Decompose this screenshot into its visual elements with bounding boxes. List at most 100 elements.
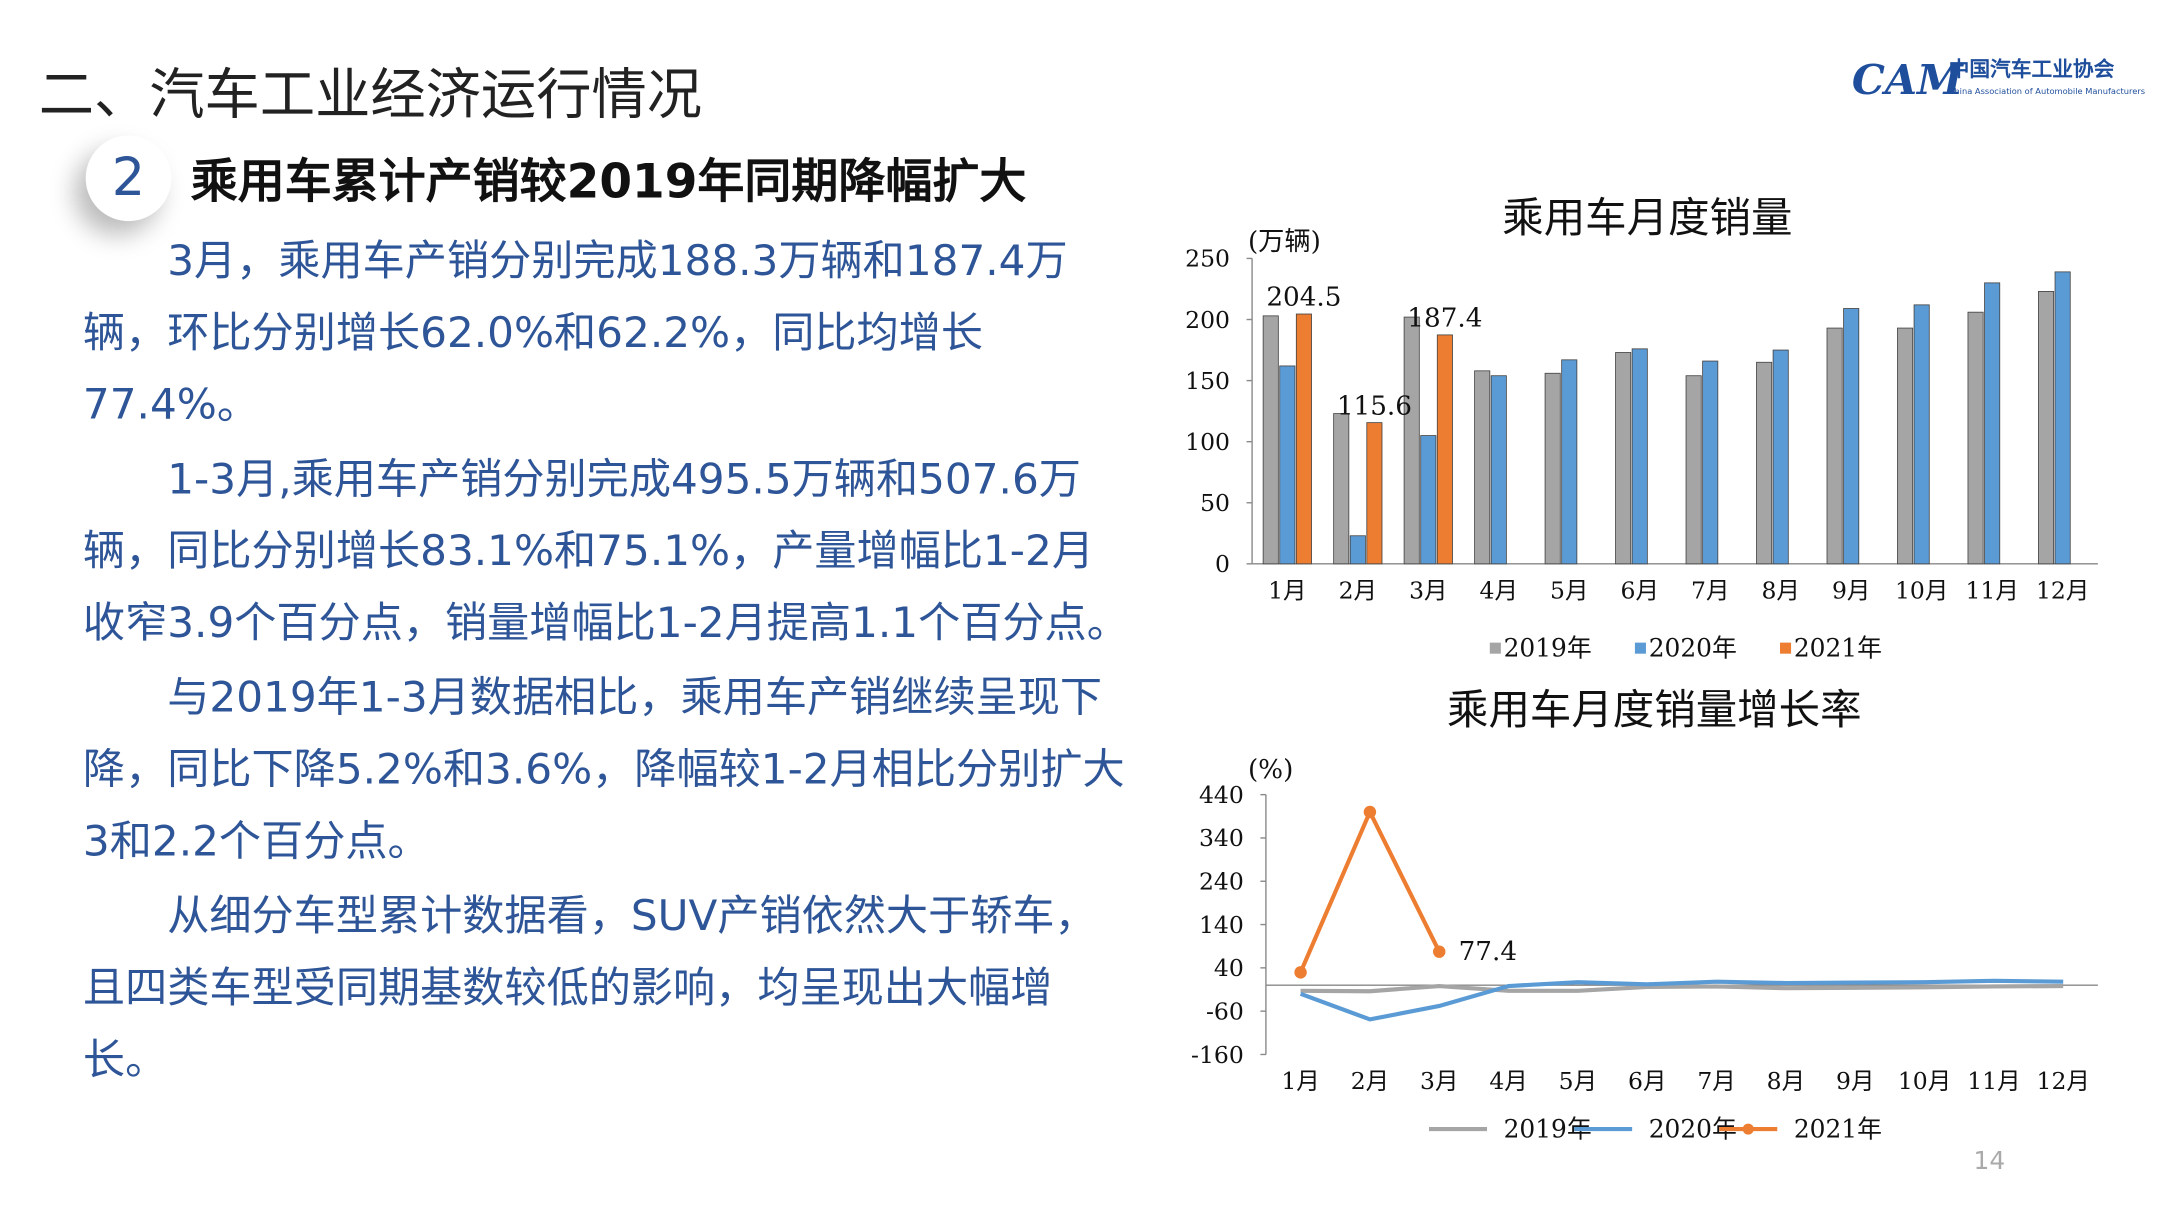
point <box>1294 966 1307 979</box>
y-tick-label: 100 <box>1185 428 1230 456</box>
bar <box>1262 315 1279 565</box>
bar <box>1984 282 2001 565</box>
x-tick-label: 4月 <box>1480 576 1518 604</box>
legend-label: 2020年 <box>1649 633 1737 662</box>
y-tick-label: -160 <box>1191 1041 1244 1069</box>
y-tick-label: 240 <box>1199 868 1244 896</box>
line-series <box>1298 807 1442 974</box>
bar <box>1826 327 1843 565</box>
x-tick-label: 8月 <box>1761 576 1799 604</box>
x-tick-label: 7月 <box>1691 576 1729 604</box>
legend-swatch <box>1489 642 1501 654</box>
page-number: 14 <box>1973 1147 2006 1177</box>
bar <box>1436 334 1453 565</box>
bar <box>1843 308 1860 565</box>
data-label: 77.4 <box>1459 937 1517 967</box>
bar <box>1420 435 1437 565</box>
legend-swatch <box>1742 1123 1754 1135</box>
x-tick-label: 12月 <box>2036 576 2089 604</box>
data-label: 187.4 <box>1407 304 1482 334</box>
bar <box>1897 327 1914 565</box>
y-tick-label: 50 <box>1200 489 1230 517</box>
legend-swatch <box>1780 642 1792 654</box>
x-tick-label: 4月 <box>1489 1067 1527 1095</box>
bar <box>1702 360 1719 565</box>
x-tick-label: 12月 <box>2037 1067 2090 1095</box>
legend-label: 2019年 <box>1504 633 1592 662</box>
paragraph: 从细分车型累计数据看，SUV产销依然大于轿车，且四类车型受同期基数较低的影响，均… <box>82 892 1097 1085</box>
x-tick-label: 6月 <box>1621 576 1659 604</box>
bar <box>1366 422 1383 565</box>
bar <box>1279 365 1296 565</box>
line-series <box>1299 978 2064 1022</box>
bar <box>1295 313 1312 565</box>
x-tick-label: 11月 <box>1965 576 2018 604</box>
legend-label: 2021年 <box>1794 633 1882 662</box>
x-tick-label: 9月 <box>1832 576 1870 604</box>
chart-title: 乘用车月度销量增长率 <box>1447 686 1862 734</box>
bar <box>1756 361 1773 565</box>
bar <box>1631 348 1648 565</box>
bar <box>1544 372 1561 565</box>
bar <box>2054 271 2071 565</box>
data-label: 115.6 <box>1337 391 1412 421</box>
body-text: 3月，乘用车产销分别完成188.3万辆和187.4万辆，环比分别增长62.0%和… <box>83 227 1133 1100</box>
point <box>1433 945 1446 958</box>
x-tick-label: 2月 <box>1339 576 1377 604</box>
x-tick-label: 11月 <box>1967 1067 2020 1095</box>
bar <box>1685 375 1702 565</box>
point <box>1363 805 1377 819</box>
y-tick-label: 0 <box>1215 550 1230 578</box>
paragraph: 与2019年1-3月数据相比，乘用车产销继续呈现下降，同比下降5.2%和3.6%… <box>82 674 1125 867</box>
legend-label: 2021年 <box>1794 1114 1882 1143</box>
bar <box>1913 304 1930 565</box>
x-tick-label: 2月 <box>1351 1067 1389 1095</box>
x-tick-label: 6月 <box>1628 1067 1666 1095</box>
paragraph: 1-3月,乘用车产销分别完成495.5万辆和507.6万辆，同比分别增长83.1… <box>82 456 1129 649</box>
section-title: 乘用车累计产销较2019年同期降幅扩大 <box>190 154 1027 211</box>
line-series <box>1300 983 2064 994</box>
x-tick-label: 5月 <box>1550 576 1588 604</box>
paragraph: 3月，乘用车产销分别完成188.3万辆和187.4万辆，环比分别增长62.0%和… <box>82 237 1068 430</box>
y-tick-label: 140 <box>1199 911 1244 939</box>
y-tick-label: 340 <box>1199 824 1244 852</box>
data-label: 204.5 <box>1266 283 1341 313</box>
bar <box>1772 349 1789 565</box>
y-tick-label: 440 <box>1199 781 1244 809</box>
bar <box>2038 291 2055 565</box>
bar <box>1490 375 1507 565</box>
y-tick-label: -60 <box>1206 997 1244 1025</box>
logo-en: China Association of Automobile Manufact… <box>1949 86 2145 96</box>
bar <box>1561 359 1578 565</box>
x-tick-label: 1月 <box>1281 1067 1319 1095</box>
x-tick-label: 1月 <box>1268 576 1306 604</box>
x-tick-label: 10月 <box>1898 1067 1951 1095</box>
y-axis-label: (万辆) <box>1248 227 1321 257</box>
y-tick-label: 250 <box>1185 245 1230 273</box>
x-tick-label: 9月 <box>1836 1067 1874 1095</box>
x-tick-label: 7月 <box>1697 1067 1735 1095</box>
bar <box>1333 413 1350 565</box>
logo: CAM 中国汽车工业协会 China Association of Automo… <box>1852 55 2145 102</box>
logo-mark: CAM <box>1852 55 1964 102</box>
x-tick-label: 3月 <box>1420 1067 1458 1095</box>
y-axis-label: (%) <box>1248 755 1293 785</box>
legend-swatch <box>1634 642 1646 654</box>
bar <box>1349 535 1366 565</box>
slide-title: 二、汽车工业经济运行情况 <box>38 63 703 128</box>
bar <box>1474 370 1491 565</box>
y-tick-label: 200 <box>1185 306 1230 334</box>
bar <box>1967 311 1984 565</box>
logo-cn: 中国汽车工业协会 <box>1949 57 2115 81</box>
x-tick-label: 3月 <box>1409 576 1447 604</box>
chart-title: 乘用车月度销量 <box>1502 194 1792 242</box>
bar <box>1615 352 1632 565</box>
x-tick-label: 5月 <box>1559 1067 1597 1095</box>
bar <box>1403 316 1420 565</box>
y-tick-label: 150 <box>1185 367 1230 395</box>
x-tick-label: 10月 <box>1895 576 1948 604</box>
x-tick-label: 8月 <box>1767 1067 1805 1095</box>
y-tick-label: 40 <box>1214 954 1244 982</box>
